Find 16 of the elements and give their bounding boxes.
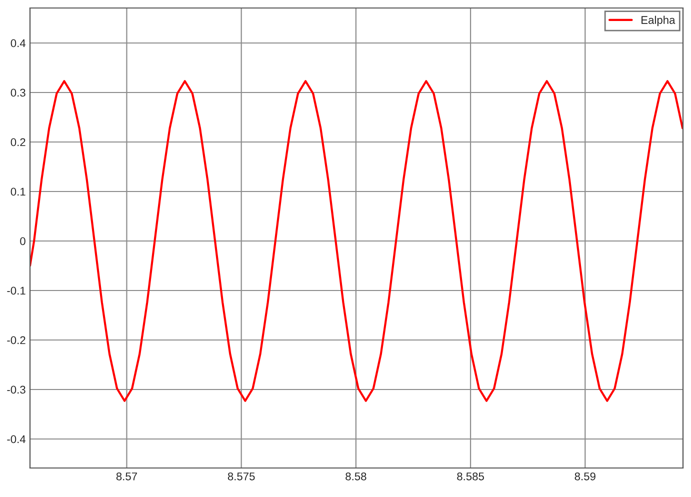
y-tick-label: 0.1 — [10, 188, 26, 196]
y-tick-label: 0.3 — [10, 88, 26, 97]
y-tick-label: 0 — [20, 237, 26, 246]
x-tick-label: 8.575 — [228, 472, 255, 480]
y-tick-label: 0.2 — [10, 138, 26, 146]
y-tick-label: -0.2 — [7, 336, 26, 344]
x-tick-label: 8.57 — [116, 472, 137, 480]
x-tick-label: 8.59 — [574, 472, 596, 480]
x-tick-label: 8.585 — [457, 472, 484, 480]
y-tick-label: 0.4 — [10, 39, 26, 48]
legend-label: Ealpha — [642, 16, 676, 26]
line-series — [30, 80, 683, 402]
y-tick-label: -0.3 — [7, 386, 26, 394]
x-tick-label: 8.58 — [346, 472, 366, 480]
y-tick-label: -0.1 — [7, 286, 26, 295]
y-tick-label: -0.4 — [7, 435, 26, 444]
